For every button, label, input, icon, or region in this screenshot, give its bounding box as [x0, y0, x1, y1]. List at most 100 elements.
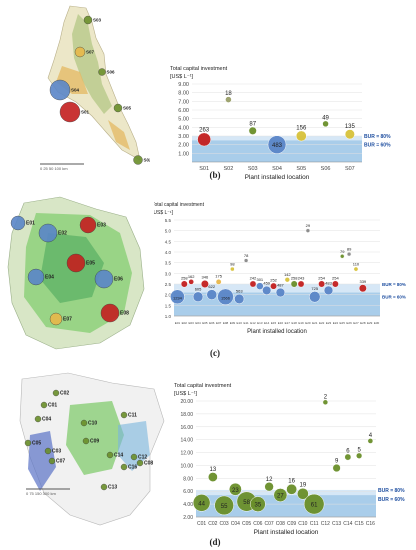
data-point [267, 135, 287, 154]
x-tick-label: E24 [333, 321, 339, 325]
site-label: C10 [88, 421, 97, 427]
x-tick-label: S01 [199, 166, 209, 172]
x-tick-label: S03 [248, 166, 258, 172]
y-axis-unit: [US$ L⁻¹] [154, 210, 174, 216]
site-label: C16 [128, 465, 137, 471]
data-point [309, 291, 321, 303]
band-label: BUR = 60% [378, 497, 405, 503]
site-label: E01 [26, 221, 35, 227]
data-label: 110 [353, 261, 360, 266]
data-point [180, 280, 188, 288]
site-marker [82, 437, 90, 445]
site-label: C02 [60, 391, 69, 397]
site-marker [44, 447, 52, 455]
data-point [305, 228, 311, 233]
site-label: E03 [97, 223, 106, 229]
data-point [200, 279, 209, 289]
site-marker [100, 303, 120, 323]
x-tick-label: E30 [374, 321, 380, 325]
site-marker [80, 419, 88, 427]
panel-label: (b) [209, 170, 221, 180]
y-axis-title: Total capital investment [174, 383, 232, 389]
scale-bar: 0 75 150 300 km [26, 491, 56, 496]
site-label: E08 [120, 311, 129, 317]
data-label: 29 [306, 223, 311, 228]
site-label: E05 [86, 261, 95, 267]
x-tick-label: E16 [278, 321, 284, 325]
data-point [225, 96, 232, 103]
band-label: BUR = 80% [378, 488, 405, 494]
x-tick-label: E07 [216, 321, 222, 325]
site-label: S02 [144, 158, 151, 163]
data-point [249, 280, 257, 288]
x-tick-label: E13 [257, 321, 263, 325]
data-label: 78 [244, 253, 249, 258]
data-point [339, 254, 345, 259]
x-tick-label: S06 [321, 166, 331, 172]
x-axis-title: Plant installed location [254, 529, 319, 536]
data-label: 254 [332, 275, 339, 280]
site-marker [106, 451, 114, 459]
data-point [322, 399, 329, 406]
x-tick-label: E25 [340, 321, 346, 325]
x-tick-label: C15 [355, 521, 364, 527]
data-point [170, 289, 185, 305]
y-tick-label: 4.00 [183, 502, 193, 508]
x-tick-label: E08 [223, 321, 229, 325]
site-marker [66, 253, 86, 273]
data-label: 98 [230, 262, 235, 267]
site-label: E02 [58, 231, 67, 237]
x-tick-label: C02 [208, 521, 217, 527]
data-label: 89 [347, 247, 352, 252]
x-tick-label: E14 [264, 321, 270, 325]
site-label: S04 [71, 88, 80, 93]
site-marker [83, 15, 93, 25]
data-label: 9 [335, 459, 339, 465]
site-label: E06 [114, 277, 123, 283]
site-label: C05 [32, 441, 41, 447]
data-point [192, 291, 204, 303]
x-tick-label: E20 [305, 321, 311, 325]
y-tick-label: 16.00 [180, 425, 193, 431]
data-point [264, 482, 274, 492]
chart-c: Total capital investment [US$ L⁻¹] 1.0 1.5 2… [154, 202, 406, 335]
data-label: 258 [181, 275, 188, 280]
y-tick-label: 10.00 [180, 463, 193, 469]
map-forest-east [118, 421, 150, 471]
site-marker [40, 401, 48, 409]
y-tick-label: 5.00 [178, 117, 189, 123]
data-point [367, 438, 374, 444]
data-label: 483 [325, 280, 332, 285]
data-point [323, 285, 334, 296]
x-tick-label: E12 [250, 321, 256, 325]
x-tick-label: E09 [230, 321, 236, 325]
x-tick-label: E06 [209, 321, 215, 325]
x-tick-label: E15 [271, 321, 277, 325]
x-tick-label: C11 [310, 521, 319, 527]
data-point [243, 258, 249, 263]
y-tick-label: 1.5 [165, 303, 172, 308]
x-tick-label: C05 [242, 521, 251, 527]
panel-label: (c) [210, 348, 220, 358]
x-tick-label: E19 [298, 321, 304, 325]
x-tick-label: C04 [231, 521, 240, 527]
data-label: 459 [263, 281, 270, 286]
data-label: 27 [277, 494, 284, 500]
site-label: E07 [63, 317, 72, 323]
y-tick-label: 8.00 [183, 476, 193, 482]
x-tick-label: S07 [345, 166, 355, 172]
x-axis-title: Plant installed location [245, 174, 310, 181]
data-point [250, 496, 266, 512]
y-tick-label: 1.0 [165, 314, 172, 319]
data-point [208, 472, 218, 482]
panel-label: (d) [209, 537, 221, 547]
site-marker [74, 46, 86, 58]
x-tick-label: S04 [272, 166, 282, 172]
data-point [248, 126, 257, 135]
data-label: 44 [198, 501, 205, 507]
y-tick-label: 3.5 [165, 261, 172, 266]
data-point [344, 453, 352, 461]
data-label: 162 [188, 274, 195, 279]
y-tick-label: 6.00 [183, 489, 193, 495]
